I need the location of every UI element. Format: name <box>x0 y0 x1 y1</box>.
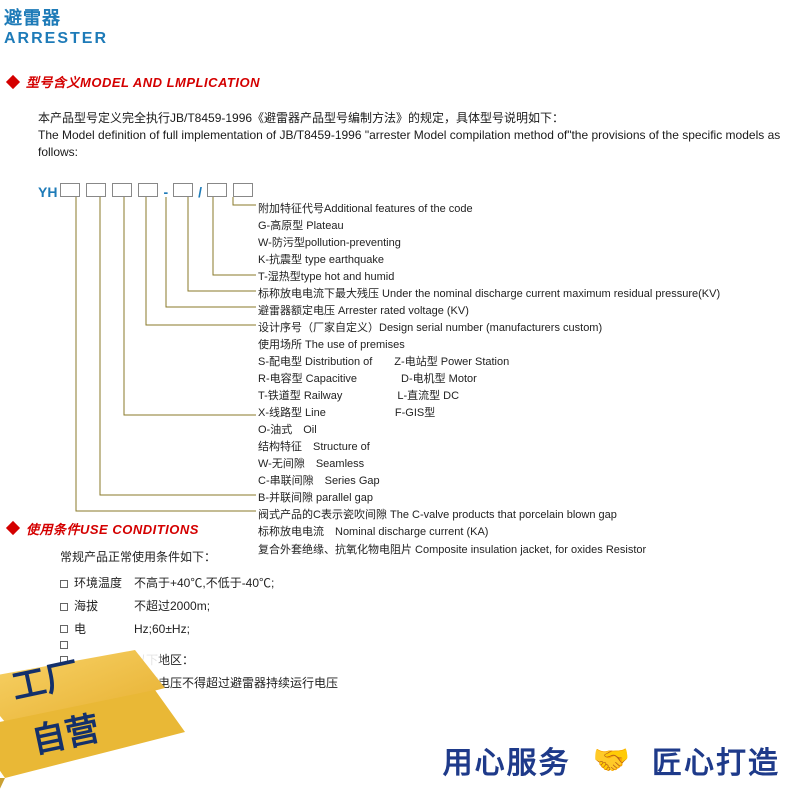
bullet-square-icon <box>60 641 68 649</box>
legend-row: 设计序号（厂家自定义）Design serial number (manufac… <box>258 320 720 337</box>
use-condition-text: 环境温度 不高于+40℃,不低于-40℃; <box>74 572 274 595</box>
document-page: 避雷器 ARRESTER 型号含义MODEL AND LMPLICATION 本… <box>0 0 800 694</box>
legend-row: 复合外套绝缘、抗氧化物电阻片 Composite insulation jack… <box>258 542 720 559</box>
bullet-square-icon <box>60 625 68 633</box>
section-model-heading: 型号含义MODEL AND LMPLICATION <box>8 72 790 91</box>
blur-overlay <box>88 712 198 756</box>
use-condition-item <box>60 641 790 649</box>
diamond-icon <box>6 74 20 88</box>
bullet-square-icon <box>60 603 68 611</box>
use-condition-text: 海拔 不超过2000m; <box>74 595 210 618</box>
legend-row: T-铁道型 Railway L-直流型 DC <box>258 388 720 405</box>
model-box <box>207 183 227 197</box>
legend-row: 标称放电电流 Nominal discharge current (KA) <box>258 524 720 541</box>
bullet-square-icon <box>60 679 68 687</box>
page-title-cn: 避雷器 <box>4 4 790 30</box>
model-box <box>60 183 80 197</box>
model-box <box>173 183 193 197</box>
legend-row: W-无间隙 Seamless <box>258 456 720 473</box>
model-legend: 附加特征代号Additional features of the codeG-高… <box>258 201 720 559</box>
diamond-icon <box>6 521 20 535</box>
legend-row: C-串联间隙 Series Gap <box>258 473 720 490</box>
legend-row: 标称放电电流下最大残压 Under the nominal discharge … <box>258 286 720 303</box>
use-condition-text: 电 Hz;60±Hz; <box>74 618 190 641</box>
handshake-icon: 🤝 <box>593 743 630 778</box>
legend-row: T-湿热型type hot and humid <box>258 269 720 286</box>
legend-row: B-并联间隙 parallel gap <box>258 490 720 507</box>
bullet-square-icon <box>60 656 68 664</box>
banner-text-2: 匠心打造 <box>652 738 780 782</box>
model-box <box>86 183 106 197</box>
legend-row: 使用场所 The use of premises <box>258 337 720 354</box>
legend-row: S-配电型 Distribution of Z-电站型 Power Statio… <box>258 354 720 371</box>
model-box <box>233 183 253 197</box>
legend-row: O-油式 Oil <box>258 422 720 439</box>
model-bracket-lines <box>38 197 258 527</box>
legend-row: K-抗震型 type earthquake <box>258 252 720 269</box>
model-box <box>138 183 158 197</box>
model-diagram: YH - / 附加特征代号Additional <box>38 175 790 515</box>
legend-row: G-高原型 Plateau <box>258 218 720 235</box>
legend-row: 避雷器额定电压 Arrester rated voltage (KV) <box>258 303 720 320</box>
legend-row: 附加特征代号Additional features of the code <box>258 201 720 218</box>
use-condition-item: 工频电压不得超过避雷器持续运行电压 <box>60 672 790 695</box>
intro-block: 本产品型号定义完全执行JB/T8459-1996《避雷器产品型号编制方法》的规定… <box>38 109 790 161</box>
banner-right-group: 用心服务 🤝 匠心打造 <box>443 738 780 782</box>
model-box <box>112 183 132 197</box>
use-condition-item: 环境温度 不高于+40℃,不低于-40℃; <box>60 572 790 595</box>
intro-cn: 本产品型号定义完全执行JB/T8459-1996《避雷器产品型号编制方法》的规定… <box>38 109 790 127</box>
legend-row: R-电容型 Capacitive D-电机型 Motor <box>258 371 720 388</box>
use-conditions-block: 常规产品正常使用条件如下： 环境温度 不高于+40℃,不低于-40℃;海拔 不超… <box>60 546 790 695</box>
legend-row: X-线路型 Line F-GIS型 <box>258 405 720 422</box>
page-title-en: ARRESTER <box>4 30 790 48</box>
banner-text-1: 用心服务 <box>443 738 571 782</box>
use-condition-item: 以下地区： <box>60 649 790 672</box>
use-condition-item: 海拔 不超过2000m; <box>60 595 790 618</box>
legend-row: W-防污型pollution-preventing <box>258 235 720 252</box>
section-model-title: 型号含义MODEL AND LMPLICATION <box>26 72 260 91</box>
blur-overlay <box>90 648 160 708</box>
use-condition-item: 电 Hz;60±Hz; <box>60 618 790 641</box>
intro-en: The Model definition of full implementat… <box>38 127 790 161</box>
bullet-square-icon <box>60 580 68 588</box>
legend-row: 结构特征 Structure of <box>258 439 720 456</box>
legend-row: 阀式产品的C表示瓷吹间隙 The C-valve products that p… <box>258 507 720 524</box>
